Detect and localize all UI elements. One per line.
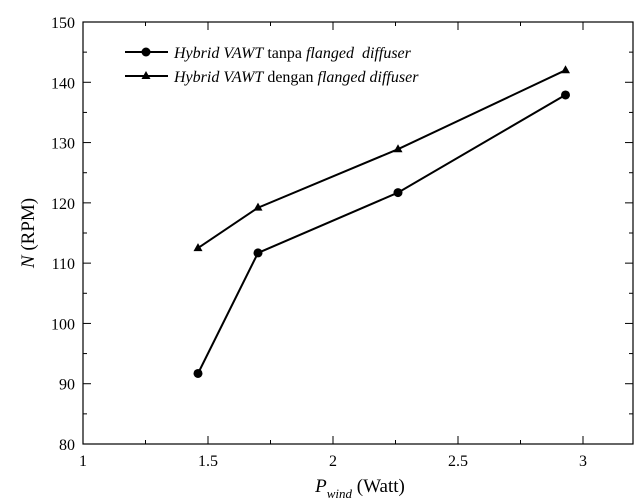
legend-series-2-part-3: flanged diffuser (318, 69, 420, 86)
y-tick-label: 110 (52, 256, 75, 273)
y-tick-label: 100 (51, 316, 75, 333)
series-1-point (393, 188, 403, 198)
tick-labels: 1 1.5 2 2.5 3 80 90 100 110 120 130 140 150 (51, 15, 587, 470)
axis-ticks (82, 21, 633, 445)
x-axis-label: Pwind (Watt) (314, 476, 405, 501)
legend-series-1-part-2: tanpa (263, 45, 306, 62)
x-axis-label-sub: wind (327, 486, 353, 501)
x-tick-label: 1.5 (198, 453, 218, 470)
legend-marker-series-2 (141, 71, 151, 79)
series-1-line (197, 94, 567, 374)
series-1-point (193, 368, 203, 378)
x-axis-label-unit: (Watt) (352, 476, 405, 497)
y-tick-label: 140 (51, 75, 75, 92)
series-layer (193, 65, 570, 378)
legend-series-1-part-4: diffuser (354, 45, 412, 62)
series-2-point (393, 144, 403, 153)
y-tick-label: 80 (59, 437, 75, 454)
y-axis-label: N (RPM) (18, 198, 39, 269)
y-tick-label: 90 (59, 377, 75, 394)
x-tick-label: 3 (579, 453, 587, 470)
legend-label-series-1: Hybrid VAWT tanpa flanged diffuser (173, 45, 412, 62)
legend-series-2-part-1: Hybrid VAWT (173, 69, 264, 86)
legend-marker-series-1 (141, 47, 151, 57)
series-2-line (197, 69, 566, 249)
y-tick-label: 130 (51, 136, 75, 153)
x-tick-label: 2 (329, 453, 337, 470)
series-1-point (253, 248, 263, 258)
legend-label-series-2: Hybrid VAWT dengan flanged diffuser (173, 69, 419, 86)
legend: Hybrid VAWT tanpa flanged diffuser Hybri… (125, 45, 419, 86)
series-2-point (561, 65, 570, 74)
x-tick-label: 2.5 (448, 453, 468, 470)
y-axis-label-main: N (18, 254, 39, 269)
x-tick-label: 1 (79, 453, 87, 470)
y-tick-label: 120 (51, 196, 75, 213)
x-axis-label-main: P (314, 476, 327, 497)
legend-series-2-part-2: dengan (263, 69, 317, 86)
legend-series-1-part-1: Hybrid VAWT (173, 45, 264, 62)
series-1-point (561, 90, 570, 100)
series-2-point (193, 243, 203, 252)
y-axis-label-unit: (RPM) (18, 198, 39, 256)
legend-series-1-part-3: flanged (306, 45, 355, 62)
series-2-point (253, 202, 263, 211)
y-tick-label: 150 (51, 15, 75, 32)
